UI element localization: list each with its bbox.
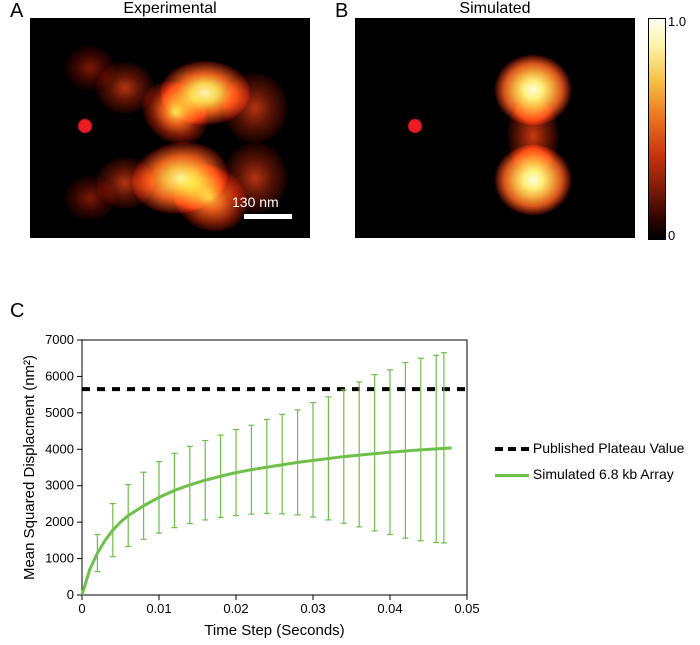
- panel-a-label: A: [10, 0, 23, 23]
- panel-b-title: Simulated: [430, 0, 560, 18]
- svg-text:4000: 4000: [45, 441, 74, 456]
- svg-text:Time Step (Seconds): Time Step (Seconds): [204, 622, 344, 639]
- msd-chart: 0 0.01 0.02 0.03 0.04 0.05 0 1000 2000 3000 4000 50…: [22, 330, 487, 645]
- svg-text:0.02: 0.02: [223, 601, 248, 616]
- colorbar-tick-bottom: 0: [668, 228, 675, 243]
- svg-text:0.04: 0.04: [377, 601, 402, 616]
- svg-text:7000: 7000: [45, 332, 74, 347]
- svg-text:0.03: 0.03: [300, 601, 325, 616]
- svg-text:0: 0: [78, 601, 85, 616]
- svg-text:3000: 3000: [45, 478, 74, 493]
- svg-text:0.05: 0.05: [454, 601, 479, 616]
- colorbar: [648, 18, 666, 240]
- svg-text:5000: 5000: [45, 405, 74, 420]
- svg-text:2000: 2000: [45, 514, 74, 529]
- panel-c-label: C: [10, 300, 24, 323]
- colorbar-tick-top: 1.0: [668, 14, 686, 29]
- svg-text:1000: 1000: [45, 551, 74, 566]
- chart-legend: Published Plateau Value Simulated 6.8 kb…: [495, 440, 684, 492]
- svg-text:0: 0: [67, 587, 74, 602]
- svg-text:6000: 6000: [45, 368, 74, 383]
- scale-bar: [244, 214, 292, 219]
- panel-a-title: Experimental: [100, 0, 240, 18]
- svg-text:Mean Squared Displacment (nm²): Mean Squared Displacment (nm²): [22, 355, 38, 580]
- scale-bar-label: 130 nm: [232, 194, 279, 210]
- panel-b-label: B: [335, 0, 348, 23]
- panel-b-heatmap: [355, 18, 635, 238]
- svg-text:0.01: 0.01: [146, 601, 171, 616]
